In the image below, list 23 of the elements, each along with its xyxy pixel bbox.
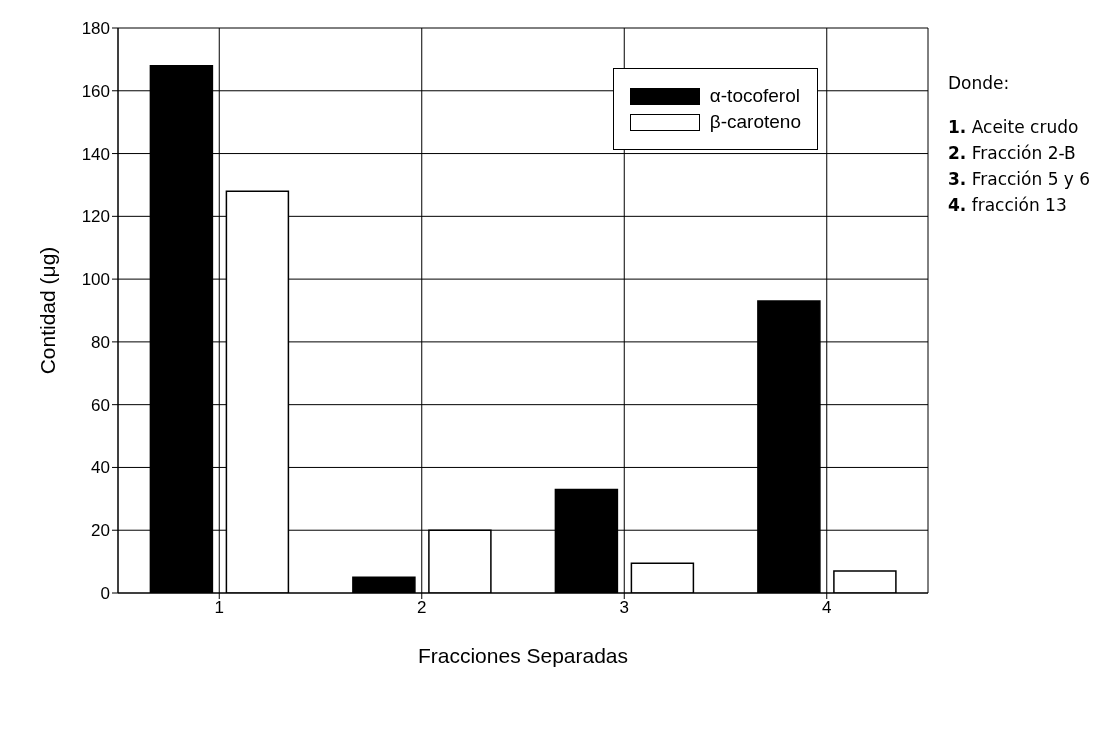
y-tick-label: 40 (91, 458, 110, 478)
x-tick-label: 1 (214, 598, 224, 618)
y-tick-label: 140 (81, 144, 110, 164)
x-axis-title: Fracciones Separadas (417, 644, 629, 667)
text: 1. Aceite crudo (948, 116, 1080, 139)
y-tick-label: 20 (91, 521, 110, 541)
y-axis-title: Contidad (μg) (36, 246, 60, 375)
y-tick-label: 120 (81, 207, 110, 227)
x-tick-label: 4 (822, 598, 832, 618)
text: 3. Fracción 5 y 6 (948, 168, 1091, 191)
y-tick-label: 180 (81, 19, 110, 39)
y-tick-label: 0 (100, 584, 110, 604)
y-tick-label: 80 (91, 332, 110, 352)
y-tick-label: 60 (91, 395, 110, 415)
x-tick-label: 2 (417, 598, 427, 618)
text: Donde: (948, 72, 1011, 95)
x-tick-label: 3 (619, 598, 629, 618)
text: 4. fracción 13 (948, 194, 1068, 217)
legend-label: β-caroteno (709, 111, 801, 133)
text: 2. Fracción 2-B (948, 142, 1077, 165)
y-tick-label: 160 (81, 81, 110, 101)
legend-label: α-tocoferol (709, 85, 800, 107)
y-tick-label: 100 (81, 270, 110, 290)
